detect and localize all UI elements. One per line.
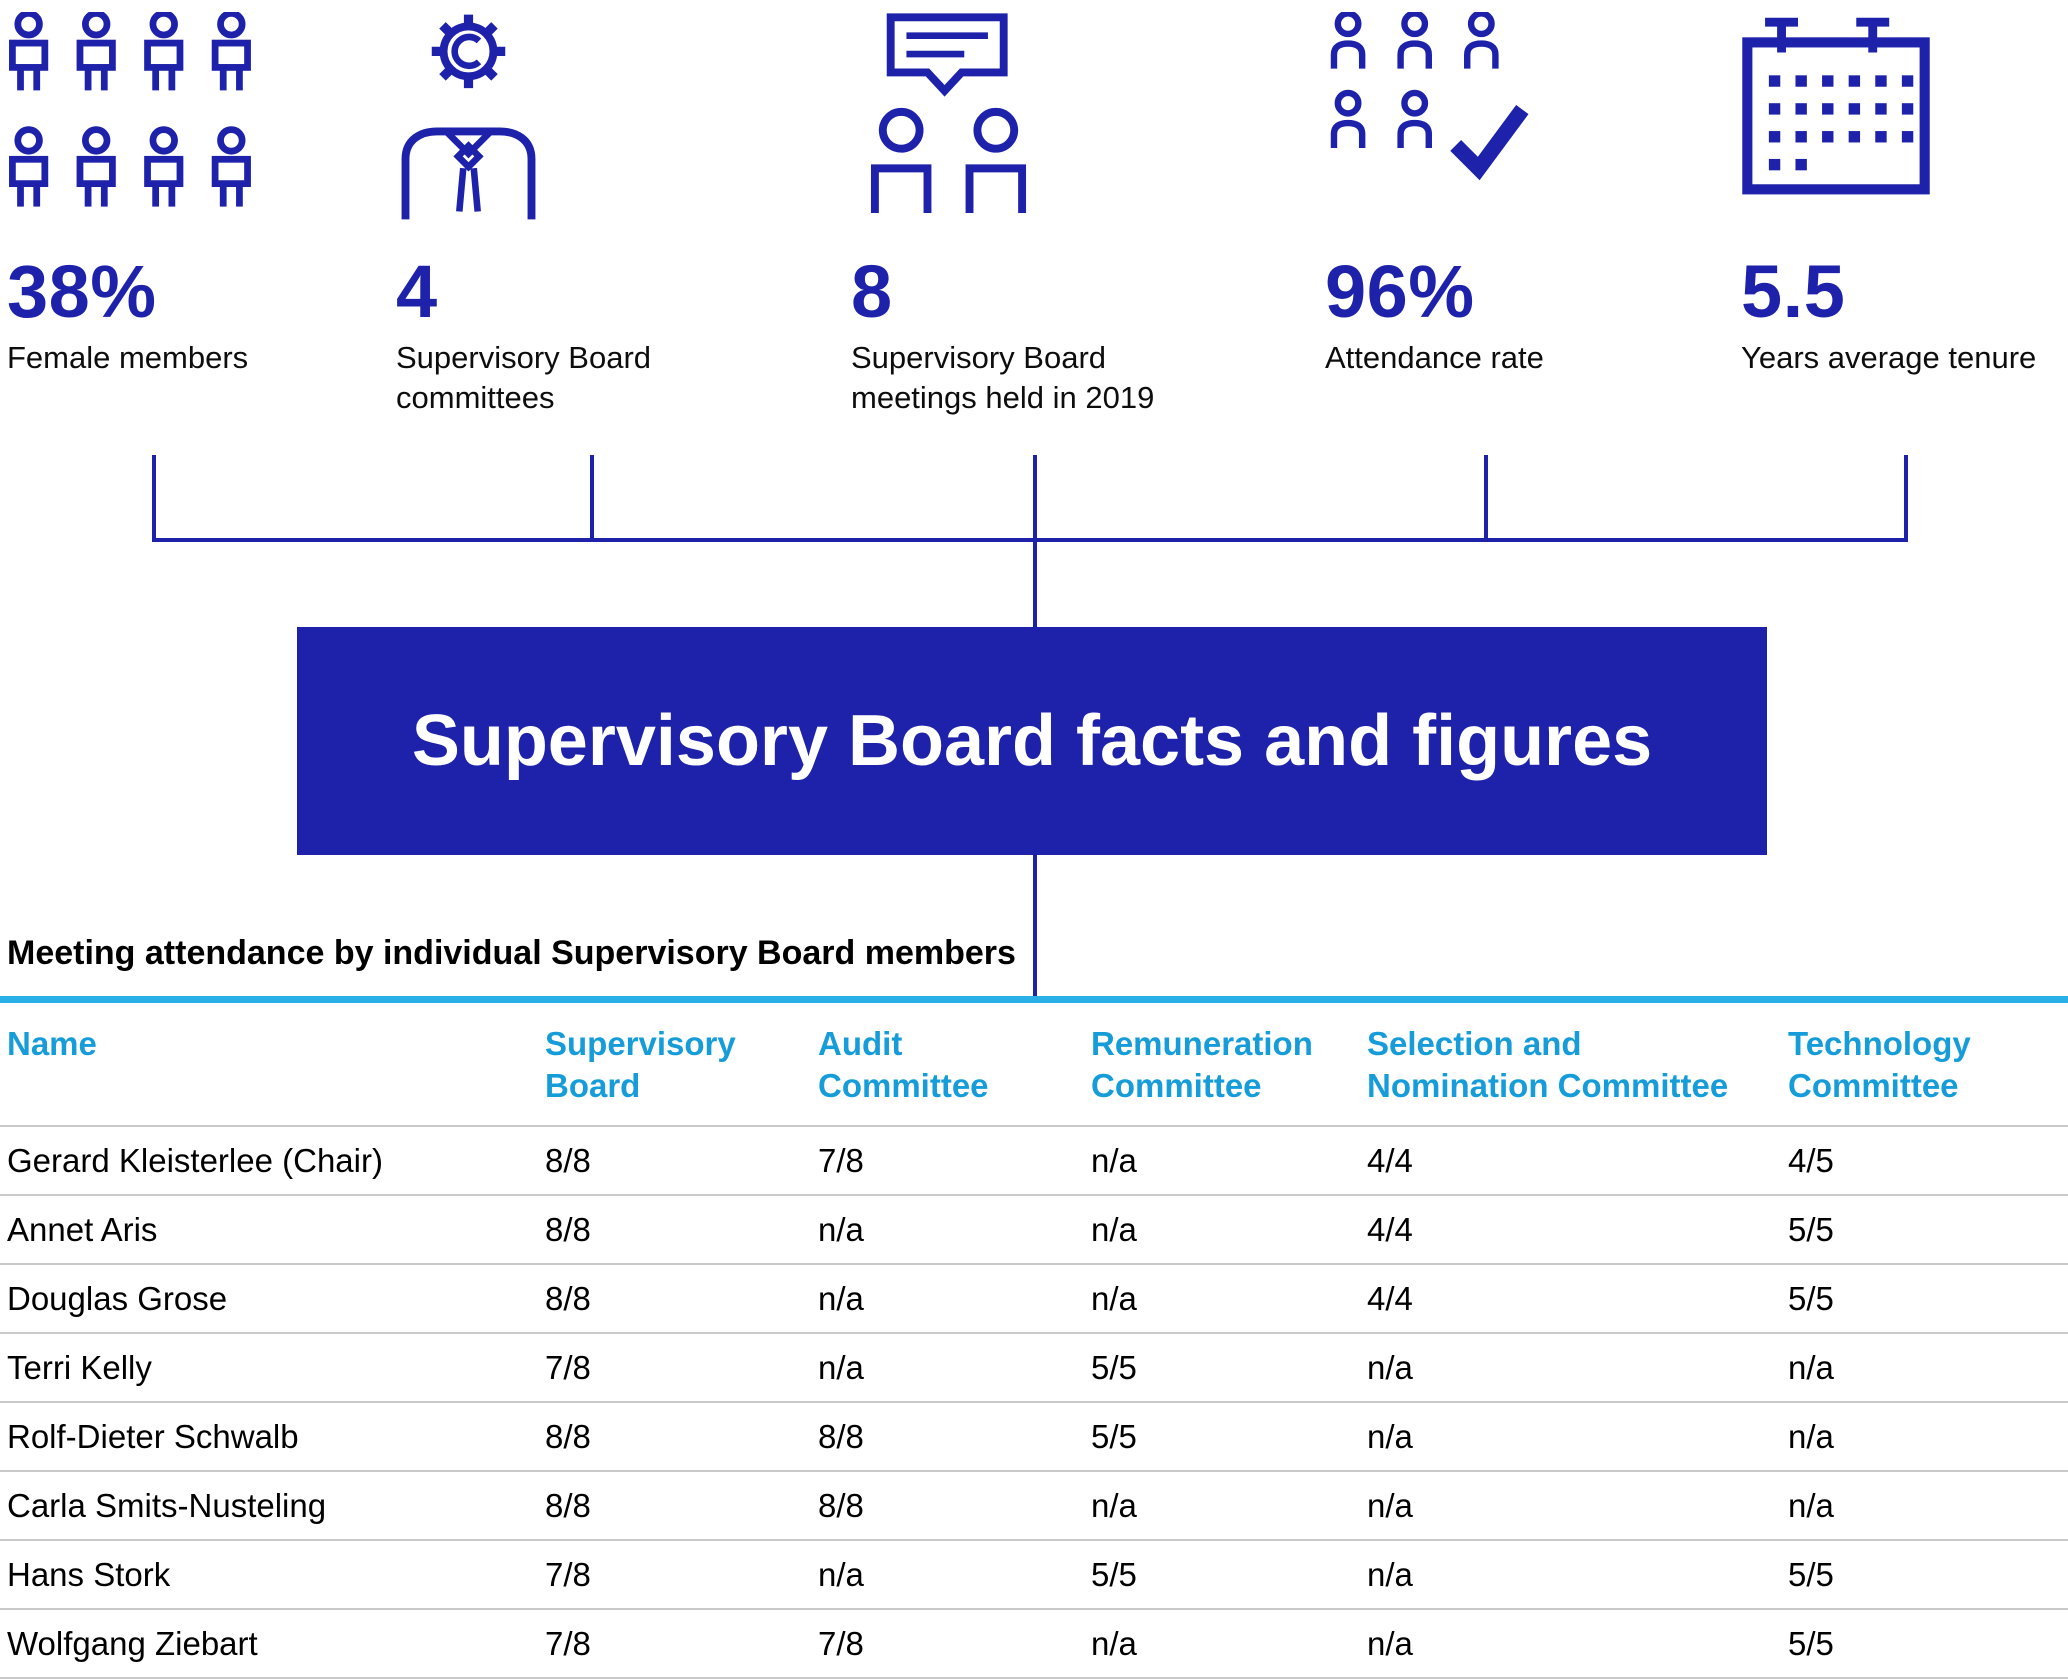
attendance-cell: 8/8: [545, 1263, 818, 1333]
attendance-cell: n/a: [1091, 1263, 1367, 1333]
attendance-cell: n/a: [818, 1332, 1091, 1402]
attendance-cell: 8/8: [545, 1470, 818, 1540]
stat-value: 96%: [1325, 250, 1475, 333]
attendance-cell: 4/4: [1367, 1263, 1788, 1333]
attendance-cell: n/a: [1367, 1539, 1788, 1609]
member-name-cell: Terri Kelly: [0, 1332, 545, 1402]
table-row: Rolf-Dieter Schwalb 8/8 8/8 5/5 n/a n/a: [0, 1401, 2068, 1471]
member-name-cell: Douglas Grose: [0, 1263, 545, 1333]
member-name-cell: Rolf-Dieter Schwalb: [0, 1401, 545, 1471]
attendance-cell: 8/8: [545, 1401, 818, 1471]
column-header-selection-nomination-committee: Selection and Nomination Committee: [1367, 1025, 1729, 1104]
stat-attendance-rate: 96% Attendance rate: [1325, 12, 1625, 378]
attendance-cell: 8/8: [545, 1125, 818, 1195]
attendance-cell: 7/8: [545, 1539, 818, 1609]
attendance-cell: n/a: [818, 1263, 1091, 1333]
person-gear-icon: [396, 12, 666, 240]
attendance-cell: n/a: [818, 1194, 1091, 1264]
column-header-technology-committee: Technology Committee: [1788, 1025, 1971, 1104]
attendance-cell: 5/5: [1788, 1194, 2068, 1264]
member-name-cell: Gerard Kleisterlee (Chair): [0, 1125, 545, 1195]
stat-value: 38%: [7, 250, 157, 333]
attendance-cell: n/a: [818, 1539, 1091, 1609]
connector-line: [1033, 853, 1037, 996]
attendance-cell: 5/5: [1788, 1608, 2068, 1679]
attendance-check-icon: [1325, 12, 1625, 240]
attendance-cell: n/a: [1788, 1470, 2068, 1540]
attendance-cell: n/a: [1367, 1401, 1788, 1471]
table-header-row: Name Supervisory Board Audit Committee R…: [0, 1000, 2068, 1127]
table-row: Wolfgang Ziebart 7/8 7/8 n/a n/a 5/5: [0, 1608, 2068, 1679]
attendance-cell: n/a: [1091, 1470, 1367, 1540]
attendance-table: Name Supervisory Board Audit Committee R…: [0, 996, 2068, 1679]
calendar-icon: [1741, 12, 2061, 240]
stat-committees: 4 Supervisory Board committees: [396, 12, 666, 418]
attendance-cell: 5/5: [1091, 1539, 1367, 1609]
column-header-supervisory-board: Supervisory Board: [545, 1025, 736, 1104]
stat-label: Supervisory Board committees: [396, 340, 652, 415]
column-header-audit-committee: Audit Committee: [818, 1025, 989, 1104]
stat-female-members: 38% Female members: [7, 12, 287, 378]
attendance-cell: n/a: [1091, 1125, 1367, 1195]
attendance-cell: n/a: [1091, 1194, 1367, 1264]
attendance-cell: 7/8: [545, 1608, 818, 1679]
attendance-cell: 5/5: [1788, 1539, 2068, 1609]
attendance-cell: 8/8: [818, 1470, 1091, 1540]
stat-value: 8: [851, 250, 893, 333]
stat-label: Female members: [7, 340, 249, 375]
people-group-icon: [7, 12, 287, 240]
table-row: Gerard Kleisterlee (Chair) 8/8 7/8 n/a 4…: [0, 1125, 2068, 1195]
table-row: Hans Stork 7/8 n/a 5/5 n/a 5/5: [0, 1539, 2068, 1609]
member-name-cell: Carla Smits-Nusteling: [0, 1470, 545, 1540]
stat-label: Supervisory Board meetings held in 2019: [851, 340, 1155, 415]
column-header-remuneration-committee: Remuneration Committee: [1091, 1025, 1313, 1104]
member-name-cell: Wolfgang Ziebart: [0, 1608, 545, 1679]
connector-line: [152, 455, 156, 542]
stat-value: 4: [396, 250, 438, 333]
table-row: Carla Smits-Nusteling 8/8 8/8 n/a n/a n/…: [0, 1470, 2068, 1540]
column-header-name: Name: [7, 1025, 97, 1062]
connector-line: [1904, 455, 1908, 542]
attendance-cell: 5/5: [1091, 1401, 1367, 1471]
attendance-cell: 4/4: [1367, 1194, 1788, 1264]
attendance-cell: n/a: [1091, 1608, 1367, 1679]
stat-value: 5.5: [1741, 250, 1846, 333]
member-name-cell: Hans Stork: [0, 1539, 545, 1609]
attendance-cell: 7/8: [818, 1125, 1091, 1195]
attendance-cell: n/a: [1367, 1470, 1788, 1540]
table-row: Douglas Grose 8/8 n/a n/a 4/4 5/5: [0, 1263, 2068, 1333]
table-row: Annet Aris 8/8 n/a n/a 4/4 5/5: [0, 1194, 2068, 1264]
attendance-cell: 8/8: [818, 1401, 1091, 1471]
member-name-cell: Annet Aris: [0, 1194, 545, 1264]
banner-title: Supervisory Board facts and figures: [411, 701, 1653, 781]
meeting-speech-icon: [851, 12, 1181, 240]
title-banner: Supervisory Board facts and figures: [297, 627, 1767, 855]
attendance-cell: 7/8: [545, 1332, 818, 1402]
attendance-cell: 7/8: [818, 1608, 1091, 1679]
attendance-cell: n/a: [1367, 1332, 1788, 1402]
attendance-cell: 5/5: [1091, 1332, 1367, 1402]
attendance-cell: n/a: [1367, 1608, 1788, 1679]
connector-line: [590, 455, 594, 542]
table-row: Terri Kelly 7/8 n/a 5/5 n/a n/a: [0, 1332, 2068, 1402]
stat-label: Attendance rate: [1325, 340, 1544, 375]
attendance-cell: n/a: [1788, 1401, 2068, 1471]
attendance-cell: 4/4: [1367, 1125, 1788, 1195]
attendance-cell: 5/5: [1788, 1263, 2068, 1333]
attendance-cell: 8/8: [545, 1194, 818, 1264]
attendance-cell: 4/5: [1788, 1125, 2068, 1195]
stat-label: Years average tenure: [1741, 340, 2037, 375]
attendance-cell: n/a: [1788, 1332, 2068, 1402]
stat-meetings: 8 Supervisory Board meetings held in 201…: [851, 12, 1181, 418]
connector-line: [1484, 455, 1488, 542]
connector-line: [152, 538, 1908, 542]
stat-average-tenure: 5.5 Years average tenure: [1741, 12, 2061, 378]
connector-line: [1033, 455, 1037, 631]
section-heading: Meeting attendance by individual Supervi…: [7, 934, 1016, 972]
